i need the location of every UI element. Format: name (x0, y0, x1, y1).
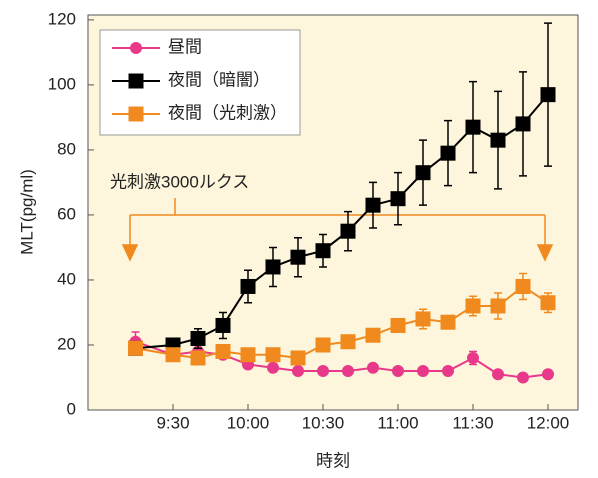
x-tick-label: 9:30 (156, 413, 189, 432)
point (128, 340, 143, 356)
point (317, 364, 329, 377)
point (342, 364, 354, 377)
x-tick-label: 11:00 (377, 413, 418, 432)
y-tick-label: 80 (57, 139, 76, 158)
point (340, 334, 356, 350)
point (490, 298, 506, 314)
legend-marker (128, 73, 144, 89)
point (240, 347, 256, 363)
point (190, 330, 206, 346)
point (492, 368, 504, 381)
y-tick-label: 120 (48, 9, 76, 28)
x-axis-label: 時刻 (316, 451, 350, 470)
point (315, 337, 331, 353)
point (440, 145, 456, 161)
point (490, 132, 506, 148)
y-axis-label: MLT(pg/ml) (17, 169, 36, 255)
light-bracket (121, 198, 554, 262)
point (540, 295, 556, 311)
y-tick-label: 40 (57, 269, 76, 288)
point (515, 278, 531, 294)
point (540, 87, 556, 103)
point (542, 368, 554, 381)
point (465, 119, 481, 135)
point (467, 351, 479, 364)
point (240, 278, 256, 294)
y-tick-label: 20 (57, 334, 76, 353)
point (415, 311, 431, 327)
point (442, 364, 454, 377)
point (265, 259, 281, 275)
point (190, 350, 206, 366)
point (367, 361, 379, 374)
point (365, 327, 381, 343)
point (440, 314, 456, 330)
x-tick-label: 10:30 (302, 413, 345, 432)
legend-marker (128, 106, 144, 122)
y-tick-label: 60 (57, 204, 76, 223)
point (417, 364, 429, 377)
x-tick-label: 12:00 (527, 413, 570, 432)
point (517, 371, 529, 384)
legend-marker (130, 42, 142, 54)
y-tick-label: 100 (48, 74, 76, 93)
point (215, 343, 231, 359)
point (392, 364, 404, 377)
point (415, 165, 431, 181)
x-tick-label: 11:30 (452, 413, 493, 432)
legend-label: 夜間（暗闇） (168, 70, 270, 89)
point (390, 317, 406, 333)
point (340, 223, 356, 239)
point (465, 298, 481, 314)
x-tick-label: 10:00 (227, 413, 270, 432)
point (365, 197, 381, 213)
legend-label: 昼間 (168, 37, 202, 56)
point (267, 361, 279, 374)
annotation: 光刺激3000ルクス (110, 172, 249, 191)
point (265, 347, 281, 363)
legend-label: 夜間（光刺激） (168, 103, 287, 122)
point (315, 243, 331, 259)
point (390, 191, 406, 207)
point (290, 249, 306, 265)
point (292, 364, 304, 377)
point (515, 116, 531, 132)
y-tick-label: 0 (67, 399, 76, 418)
point (290, 350, 306, 366)
point (215, 317, 231, 333)
point (165, 347, 181, 363)
